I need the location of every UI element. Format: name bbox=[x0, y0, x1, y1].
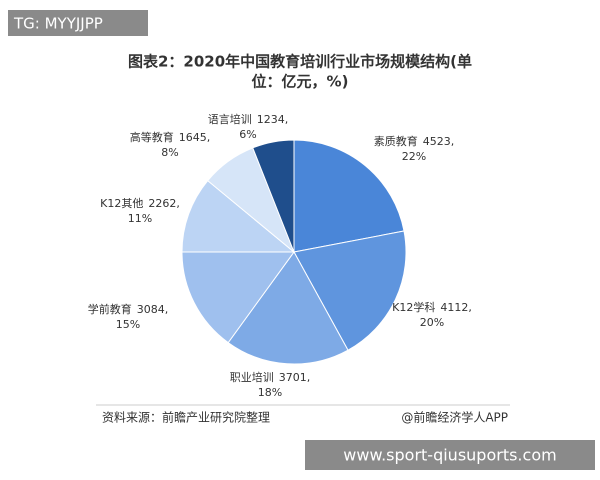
chart-title: 位：亿元，%) bbox=[252, 73, 349, 91]
url: www.sport-qiusuports.com bbox=[343, 446, 556, 465]
url-box bbox=[305, 440, 595, 470]
value-label: 2262, bbox=[148, 197, 180, 210]
value-label: 4112, bbox=[440, 301, 472, 314]
slice-label: 职业培训 3701, bbox=[230, 370, 311, 384]
percent-label: 8% bbox=[161, 146, 178, 159]
category-label: 学前教育 bbox=[88, 302, 132, 316]
pie-slice bbox=[227, 251, 349, 365]
pie bbox=[181, 139, 407, 365]
percent-label: 15% bbox=[116, 318, 140, 331]
value-label: 3701, bbox=[279, 371, 311, 384]
category-label: 高等教育 bbox=[130, 130, 174, 144]
pie-slice bbox=[293, 139, 405, 253]
pie-slice bbox=[252, 139, 295, 253]
category-label: 素质教育 bbox=[374, 134, 418, 148]
slice-label: 语言培训 1234, bbox=[208, 112, 289, 126]
pie-slice bbox=[181, 251, 295, 344]
value-label: 4523, bbox=[423, 135, 455, 148]
percent-label: 22% bbox=[402, 150, 426, 163]
slice-label: K12学科 4112, bbox=[392, 300, 472, 314]
slice-label: 素质教育 4523, bbox=[374, 134, 455, 148]
value-label: 1645, bbox=[179, 131, 211, 144]
source: 资料来源：前瞻产业研究院整理 bbox=[102, 410, 270, 425]
watermark: TG: MYYJJPP bbox=[13, 15, 103, 33]
percent-label: 6% bbox=[239, 128, 256, 141]
chart-title: 图表2：2020年中国教育培训行业市场规模结构(单 bbox=[128, 53, 472, 71]
watermark-box bbox=[8, 10, 148, 36]
slice-label: 高等教育 1645, bbox=[130, 130, 211, 144]
category-label: K12学科 bbox=[392, 300, 435, 314]
slice-label: K12其他 2262, bbox=[100, 197, 180, 210]
category-label: 职业培训 bbox=[230, 370, 274, 384]
slice-label: 学前教育 3084, bbox=[88, 302, 169, 316]
pie-slice bbox=[181, 179, 296, 253]
category-label: 语言培训 bbox=[208, 112, 252, 126]
percent-label: 11% bbox=[128, 212, 152, 225]
labels: 素质教育 4523, 22% K12学科 4112, 20% 职业培训 3701, 18% 学前教… bbox=[88, 112, 472, 399]
percent-label: 20% bbox=[420, 316, 444, 329]
pie-slice bbox=[293, 230, 407, 351]
brand: @前瞻经济学人APP bbox=[401, 410, 508, 425]
value-label: 1234, bbox=[257, 113, 289, 126]
percent-label: 18% bbox=[258, 386, 282, 399]
value-label: 3084, bbox=[137, 303, 169, 316]
category-label: K12其他 bbox=[100, 197, 143, 210]
